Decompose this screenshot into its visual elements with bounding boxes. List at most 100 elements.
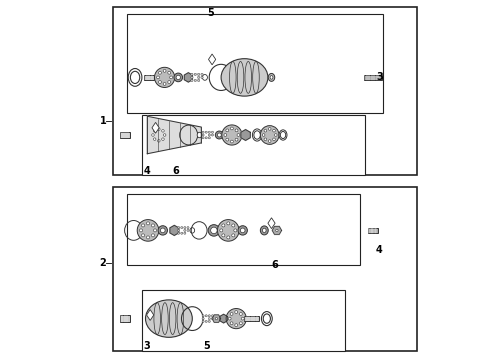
Polygon shape [147,116,201,154]
Polygon shape [170,225,178,235]
Ellipse shape [183,232,185,234]
Ellipse shape [230,322,232,325]
Ellipse shape [202,131,203,133]
Ellipse shape [230,312,232,315]
Ellipse shape [197,73,200,76]
Ellipse shape [269,76,272,79]
Ellipse shape [169,76,172,79]
Ellipse shape [194,79,196,82]
Ellipse shape [141,234,144,237]
Ellipse shape [177,226,179,229]
Ellipse shape [151,224,154,227]
Text: 5: 5 [206,8,213,18]
Ellipse shape [235,129,238,132]
Ellipse shape [268,140,270,143]
Ellipse shape [205,315,207,317]
Ellipse shape [226,236,229,239]
Ellipse shape [146,222,149,225]
Polygon shape [152,122,159,133]
Ellipse shape [222,125,242,145]
Ellipse shape [234,324,237,327]
Ellipse shape [219,229,223,232]
Ellipse shape [174,73,182,82]
Ellipse shape [268,73,274,81]
Bar [113,187,416,351]
Ellipse shape [264,129,266,132]
Ellipse shape [208,131,210,133]
Ellipse shape [201,73,203,76]
Bar [142,115,365,175]
Ellipse shape [137,220,159,241]
Bar [144,75,154,80]
Ellipse shape [260,126,279,144]
Ellipse shape [202,315,203,317]
Bar [120,315,130,322]
Ellipse shape [141,224,144,227]
Ellipse shape [202,318,203,320]
Ellipse shape [202,75,207,80]
Ellipse shape [158,226,167,235]
Polygon shape [146,310,153,320]
Ellipse shape [158,71,161,74]
Ellipse shape [252,129,261,141]
Polygon shape [267,218,275,229]
Ellipse shape [215,318,217,320]
Ellipse shape [239,312,242,315]
Ellipse shape [208,320,210,323]
Ellipse shape [157,128,160,130]
Ellipse shape [233,229,236,232]
Ellipse shape [202,134,203,136]
Ellipse shape [162,138,164,140]
Ellipse shape [153,130,156,132]
Ellipse shape [228,317,231,320]
Ellipse shape [151,234,154,237]
Polygon shape [272,226,281,234]
Ellipse shape [260,226,268,235]
Ellipse shape [239,322,242,325]
Ellipse shape [272,129,275,132]
Ellipse shape [217,133,221,137]
Ellipse shape [241,317,244,320]
Ellipse shape [190,79,193,82]
Ellipse shape [194,73,196,76]
Ellipse shape [197,132,202,138]
Ellipse shape [211,131,213,133]
Ellipse shape [231,224,234,227]
Ellipse shape [149,126,167,144]
Ellipse shape [211,318,213,320]
Ellipse shape [163,82,165,85]
Bar [244,316,258,321]
Ellipse shape [280,131,285,139]
Text: 3: 3 [143,341,150,351]
Ellipse shape [230,140,233,143]
Ellipse shape [217,220,239,241]
Ellipse shape [202,137,203,139]
Ellipse shape [262,134,264,136]
Ellipse shape [205,131,207,133]
Ellipse shape [146,236,149,239]
Ellipse shape [264,138,266,141]
Ellipse shape [275,229,278,231]
Text: 1: 1 [100,116,106,126]
Ellipse shape [215,131,223,139]
Ellipse shape [208,315,210,317]
Ellipse shape [205,320,207,323]
Ellipse shape [183,229,185,231]
Ellipse shape [190,76,193,78]
Ellipse shape [163,134,165,136]
Ellipse shape [181,226,183,229]
Ellipse shape [162,130,164,132]
Bar [113,7,416,175]
Ellipse shape [235,138,238,141]
Ellipse shape [238,226,247,235]
Ellipse shape [176,75,180,80]
Ellipse shape [153,229,156,232]
Ellipse shape [186,229,189,231]
Text: 5: 5 [203,341,210,351]
Ellipse shape [230,127,233,130]
Ellipse shape [208,318,210,320]
Ellipse shape [183,226,185,229]
Ellipse shape [279,130,286,140]
Ellipse shape [145,300,192,337]
Ellipse shape [261,311,272,325]
